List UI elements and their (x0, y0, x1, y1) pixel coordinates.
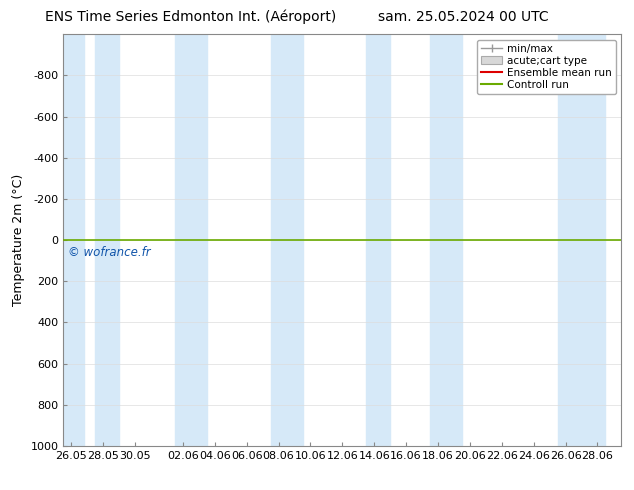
Legend: min/max, acute;cart type, Ensemble mean run, Controll run: min/max, acute;cart type, Ensemble mean … (477, 40, 616, 94)
Bar (557, 34, 605, 446)
Bar (63, 34, 84, 446)
Bar (366, 34, 390, 446)
Text: ENS Time Series Edmonton Int. (Aéroport): ENS Time Series Edmonton Int. (Aéroport) (44, 10, 336, 24)
Y-axis label: Temperature 2m (°C): Temperature 2m (°C) (12, 174, 25, 306)
Bar (95, 34, 119, 446)
Text: sam. 25.05.2024 00 UTC: sam. 25.05.2024 00 UTC (377, 10, 548, 24)
Bar (430, 34, 462, 446)
Bar (175, 34, 207, 446)
Text: © wofrance.fr: © wofrance.fr (68, 246, 151, 259)
Bar (271, 34, 302, 446)
